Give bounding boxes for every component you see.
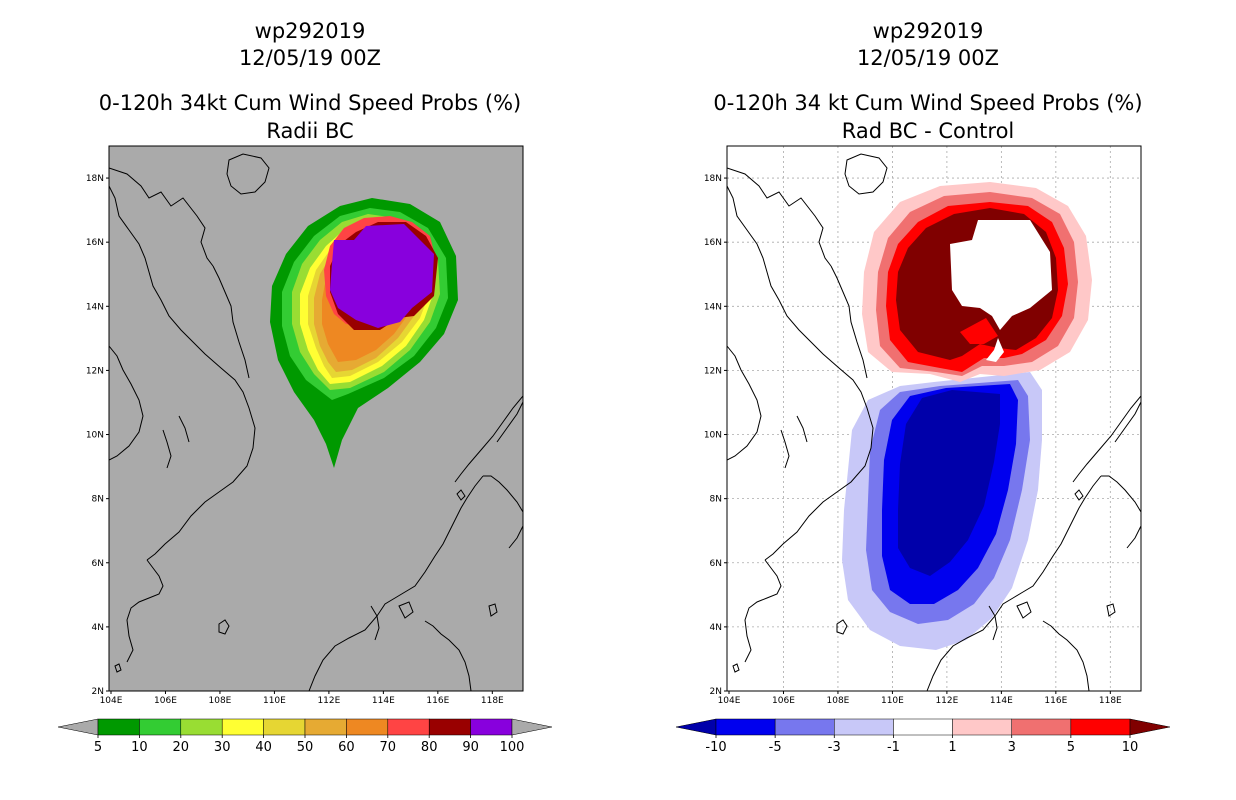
right-colorbar-label: -1 [887,740,900,755]
left-lon-label: 112E [317,696,340,706]
left-colorbar-label: 100 [500,740,525,755]
right-map-panel: 104E 106E 108E 110E 112E 114E 116E 118E 2N 4N 6N 8N… [704,145,1142,706]
right-lat-label: 12N [704,366,722,376]
left-colorbar-label: 50 [297,740,314,755]
right-lon-label: 104E [718,696,741,706]
left-colorbar-label: 10 [131,740,148,755]
left-colorbar-swatch [387,718,430,736]
right-subtitle: Rad BC - Control [841,119,1015,143]
left-colorbar-swatch [470,718,513,736]
right-lat-label: 14N [704,302,722,312]
right-lat-label: 10N [704,431,722,441]
right-diff-inner-red [960,318,998,344]
left-lat-label: 12N [86,366,104,376]
left-colorbar-swatch [97,718,140,736]
right-colorbar-label: -5 [769,740,782,755]
right-colorbar-swatch [952,718,1012,736]
left-colorbar-label: 90 [462,740,479,755]
right-colorbar-right-arrow [1129,718,1171,736]
left-colorbar-swatch [304,718,347,736]
left-colorbar-label: 30 [214,740,231,755]
right-colorbar-label: -3 [828,740,841,755]
left-lon-label: 118E [481,696,504,706]
left-lat-label: 6N [92,559,104,569]
left-colorbar-swatch [221,718,264,736]
left-subtitle: Radii BC [266,119,354,143]
right-lat-label: 4N [710,623,722,633]
left-colorbar-left-arrow [57,718,99,736]
right-lat-label: 18N [704,174,722,184]
left-datetime: 12/05/19 00Z [238,46,382,70]
right-colorbar-swatch [893,718,953,736]
right-colorbar-left-arrow [675,718,717,736]
left-lon-label: 116E [426,696,449,706]
left-colorbar-swatch [346,718,389,736]
right-colorbar-label: 3 [1008,740,1016,755]
right-colorbar-swatch [1070,718,1131,736]
right-lon-label: 106E [772,696,795,706]
left-colorbar-label: 5 [94,740,102,755]
left-colorbar-swatch [263,718,306,736]
left-colorbar-label: 60 [338,740,355,755]
left-lat-label: 8N [92,495,104,505]
right-diff-minus10 [898,390,1000,576]
right-colorbar-label: 10 [1122,740,1139,755]
right-lon-label: 114E [990,696,1013,706]
left-colorbar-swatch [139,718,182,736]
left-lon-label: 108E [209,696,232,706]
left-colorbar-label: 20 [173,740,190,755]
right-colorbar-label: 1 [948,740,956,755]
right-colorbar-swatch [834,718,894,736]
left-colorbar: 5 10 20 30 40 50 60 70 80 90 100 [57,718,553,755]
right-colorbar-label: -10 [705,740,726,755]
left-colorbar-label: 70 [380,740,397,755]
right-lon-label: 112E [935,696,958,706]
left-title: 0-120h 34kt Cum Wind Speed Probs (%) [98,91,522,115]
right-lon-label: 110E [881,696,904,706]
left-lat-label: 2N [92,687,104,697]
right-lon-label: 108E [827,696,850,706]
right-colorbar-swatch [715,718,776,736]
right-lat-label: 16N [704,238,722,248]
right-colorbar-swatch [1011,718,1072,736]
left-colorbar-label: 40 [255,740,272,755]
left-lat-label: 16N [86,238,104,248]
right-colorbar-label: 5 [1067,740,1075,755]
left-map-panel: 104E 106E 108E 110E 112E 114E 116E 118E 2N 4N 6N 8N… [86,145,524,706]
right-lon-label: 116E [1044,696,1067,706]
right-lon-label: 118E [1099,696,1122,706]
right-diff-neutral-gap [986,338,1004,362]
left-colorbar-label: 80 [421,740,438,755]
right-title: 0-120h 34 kt Cum Wind Speed Probs (%) [713,91,1143,115]
left-lat-label: 18N [86,174,104,184]
right-lat-label: 2N [710,687,722,697]
right-colorbar: -10 -5 -3 -1 1 3 5 10 [675,718,1171,755]
left-prob-90-100 [330,224,434,328]
left-lat-label: 4N [92,623,104,633]
right-lat-label: 6N [710,559,722,569]
right-storm-id: wp292019 [872,19,984,43]
right-colorbar-swatch [774,718,835,736]
left-storm-id: wp292019 [254,19,366,43]
left-lon-label: 106E [154,696,177,706]
left-lon-label: 110E [263,696,286,706]
right-diff-neutral-center [950,220,1052,330]
left-colorbar-swatch [180,718,223,736]
left-lat-label: 10N [86,431,104,441]
right-lat-label: 8N [710,495,722,505]
right-datetime: 12/05/19 00Z [856,46,1000,70]
left-lon-label: 104E [100,696,123,706]
left-colorbar-right-arrow [511,718,553,736]
left-lat-label: 14N [86,302,104,312]
left-lon-label: 114E [372,696,395,706]
left-colorbar-swatch [428,718,471,736]
